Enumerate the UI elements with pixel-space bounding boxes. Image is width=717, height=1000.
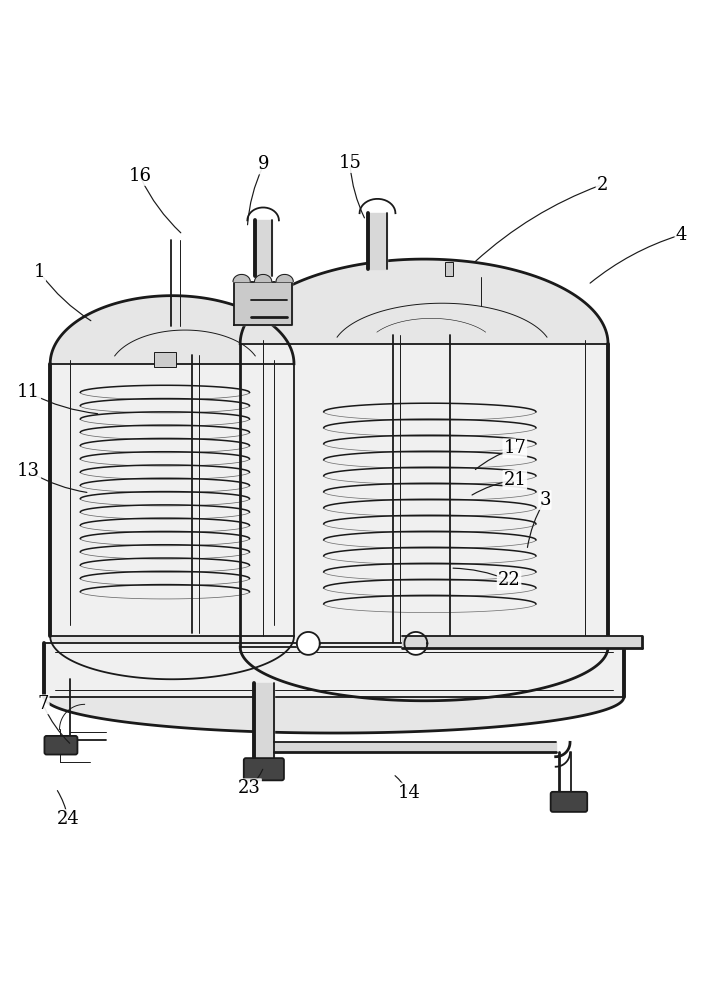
Text: 22: 22	[498, 571, 521, 589]
Text: 3: 3	[539, 491, 551, 509]
Polygon shape	[240, 647, 608, 701]
FancyBboxPatch shape	[244, 758, 284, 780]
Text: 1: 1	[34, 263, 45, 281]
Polygon shape	[233, 274, 250, 282]
Text: 15: 15	[338, 154, 361, 172]
Text: 16: 16	[128, 167, 151, 185]
Polygon shape	[251, 300, 287, 317]
Polygon shape	[276, 274, 293, 282]
Text: 14: 14	[397, 784, 420, 802]
FancyBboxPatch shape	[445, 262, 453, 276]
FancyBboxPatch shape	[44, 736, 77, 755]
Polygon shape	[297, 632, 320, 655]
FancyBboxPatch shape	[551, 792, 587, 812]
Text: 23: 23	[238, 779, 261, 797]
Polygon shape	[50, 636, 294, 679]
Polygon shape	[240, 259, 608, 344]
Polygon shape	[234, 282, 292, 325]
Polygon shape	[255, 220, 272, 276]
Text: 11: 11	[17, 383, 40, 401]
Polygon shape	[44, 697, 624, 733]
Text: 24: 24	[57, 810, 80, 828]
Polygon shape	[402, 636, 642, 648]
Text: 21: 21	[503, 471, 526, 489]
Polygon shape	[50, 296, 294, 364]
Polygon shape	[369, 213, 386, 269]
Text: 17: 17	[503, 439, 526, 457]
FancyBboxPatch shape	[154, 352, 176, 367]
Text: 13: 13	[17, 462, 40, 480]
Text: 2: 2	[597, 176, 608, 194]
Text: 4: 4	[675, 226, 687, 244]
Polygon shape	[50, 364, 294, 636]
Polygon shape	[44, 643, 624, 697]
Polygon shape	[274, 742, 556, 752]
Polygon shape	[255, 274, 272, 282]
Polygon shape	[254, 683, 274, 762]
Polygon shape	[404, 632, 427, 655]
Polygon shape	[240, 344, 608, 647]
Text: 7: 7	[37, 695, 49, 713]
Text: 9: 9	[258, 155, 270, 173]
